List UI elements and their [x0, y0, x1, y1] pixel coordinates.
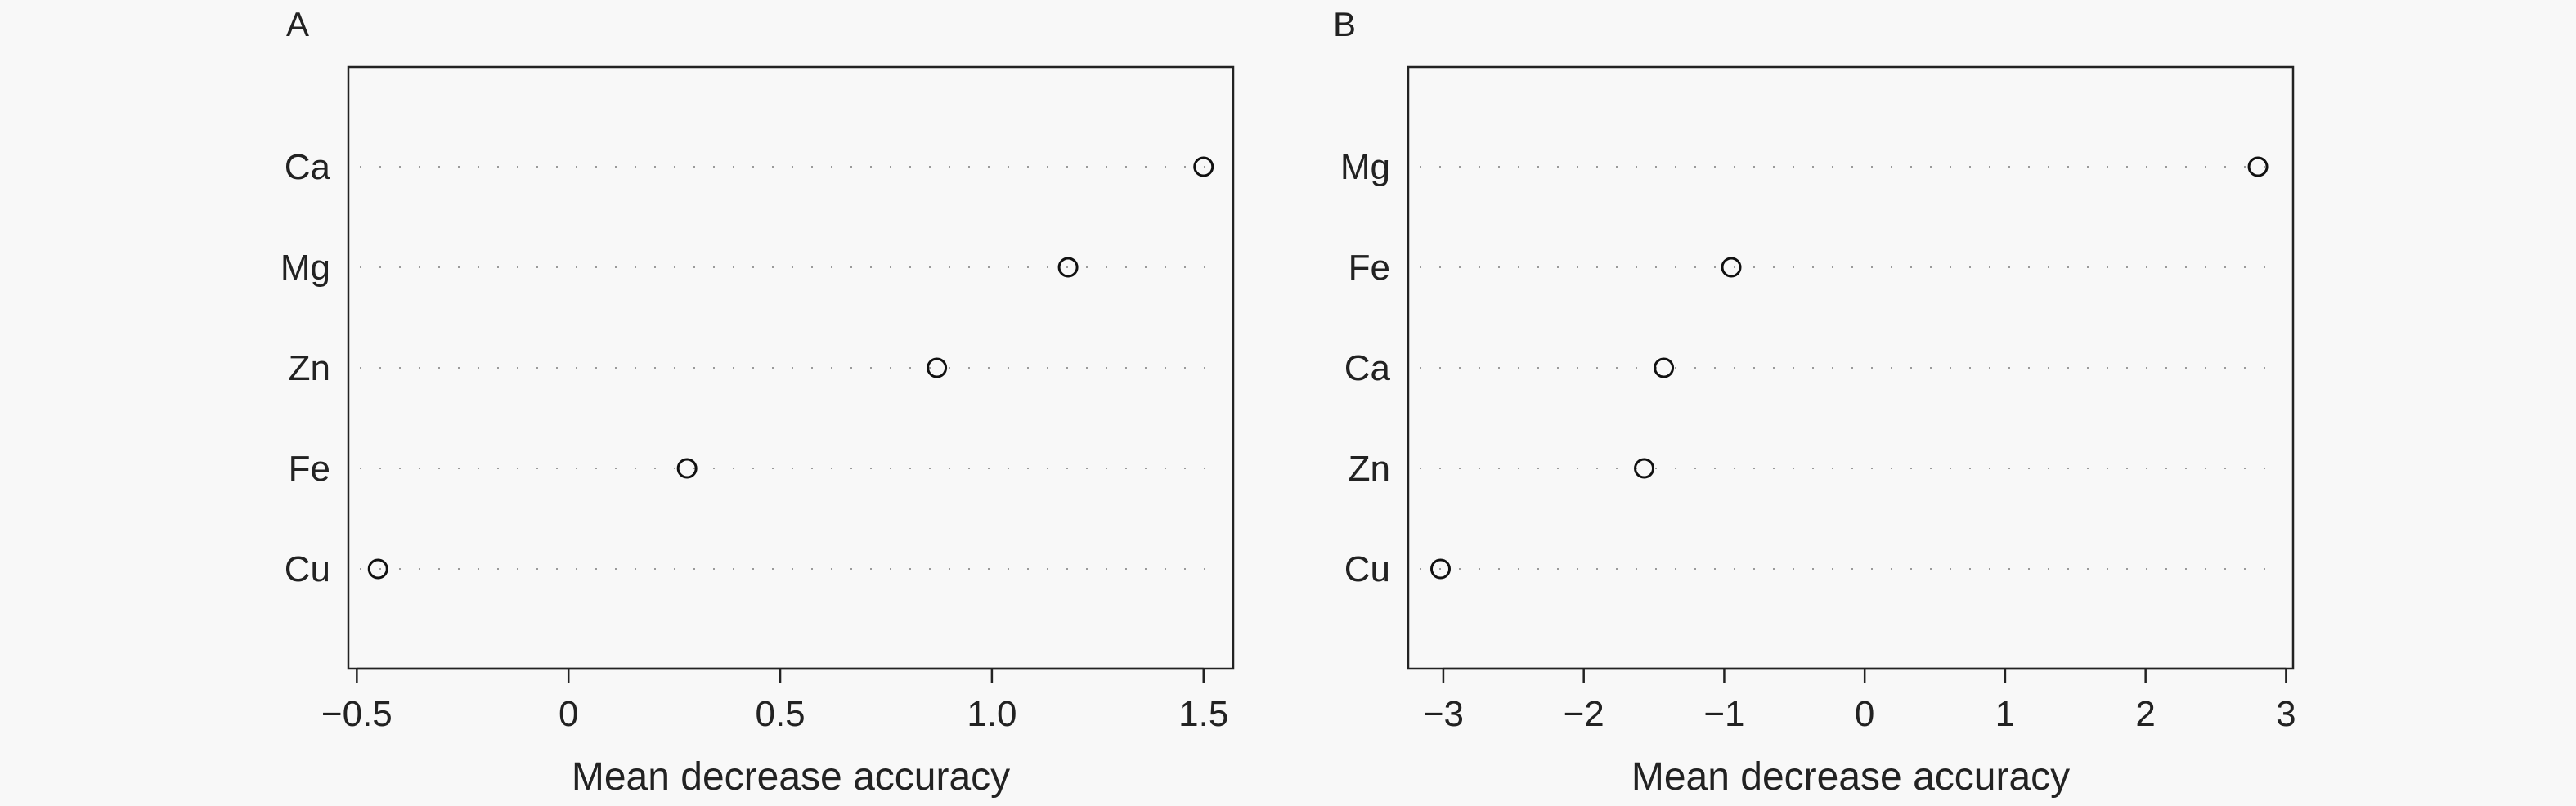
panel-b-plot-frame — [1407, 65, 2295, 670]
panel-b-letter: B — [1333, 5, 1356, 43]
category-label-ca: Ca — [285, 147, 331, 187]
x-tick-label: −3 — [1423, 694, 1464, 734]
panel-a-letter: A — [286, 5, 309, 43]
data-point-cu — [1430, 558, 1452, 580]
category-label-cu: Cu — [285, 549, 330, 589]
panel-b-category-labels: Mg Fe Ca Zn Cu — [1340, 147, 1391, 589]
data-point-cu — [367, 558, 388, 580]
category-label-zn: Zn — [1349, 449, 1390, 489]
panel-a-category-labels: Ca Mg Zn Fe Cu — [280, 147, 331, 589]
panel-b-points — [1430, 156, 2269, 580]
category-label-fe: Fe — [289, 449, 330, 489]
panel-b-x-axis-title: Mean decrease accuracy — [1631, 755, 2070, 799]
panel-a: A Ca Mg Zn Fe Cu −0.5 0 0.5 1.0 1.5 Mean decreas… — [280, 5, 1235, 799]
panel-a-x-axis-title: Mean decrease accuracy — [572, 755, 1010, 799]
x-tick-label: 0 — [559, 694, 578, 734]
panel-a-gridlines — [360, 166, 1222, 570]
x-tick-label: 2 — [2135, 694, 2155, 734]
category-label-zn: Zn — [289, 348, 330, 388]
panel-b: B Mg Fe Ca Zn Cu −3 −2 −1 0 1 2 3 Mean decrease ac… — [1333, 5, 2296, 799]
category-label-fe: Fe — [1349, 248, 1390, 288]
panel-a-x-axis: −0.5 0 0.5 1.0 1.5 — [321, 667, 1228, 734]
data-point-ca — [1654, 357, 1675, 378]
x-tick-label: 1 — [1995, 694, 2015, 734]
panel-a-plot-frame — [347, 65, 1235, 670]
category-label-mg: Mg — [280, 248, 330, 288]
panel-b-x-axis: −3 −2 −1 0 1 2 3 — [1423, 667, 2296, 734]
data-point-fe — [676, 458, 698, 479]
panel-b-gridlines — [1420, 166, 2282, 570]
category-label-ca: Ca — [1344, 348, 1391, 388]
data-point-fe — [1721, 257, 1742, 278]
x-tick-label: −1 — [1703, 694, 1744, 734]
x-tick-label: 0 — [1855, 694, 1874, 734]
x-tick-label: −0.5 — [321, 694, 393, 734]
panel-a-points — [367, 156, 1214, 580]
x-tick-label: 1.5 — [1178, 694, 1228, 734]
x-tick-label: −2 — [1564, 694, 1604, 734]
x-tick-label: 0.5 — [755, 694, 805, 734]
data-point-mg — [2247, 156, 2269, 177]
data-point-ca — [1193, 156, 1214, 177]
data-point-zn — [1634, 458, 1655, 479]
data-point-zn — [927, 357, 948, 378]
category-label-cu: Cu — [1344, 549, 1390, 589]
x-tick-label: 1.0 — [967, 694, 1016, 734]
category-label-mg: Mg — [1340, 147, 1390, 187]
data-point-mg — [1057, 257, 1079, 278]
x-tick-label: 3 — [2276, 694, 2296, 734]
